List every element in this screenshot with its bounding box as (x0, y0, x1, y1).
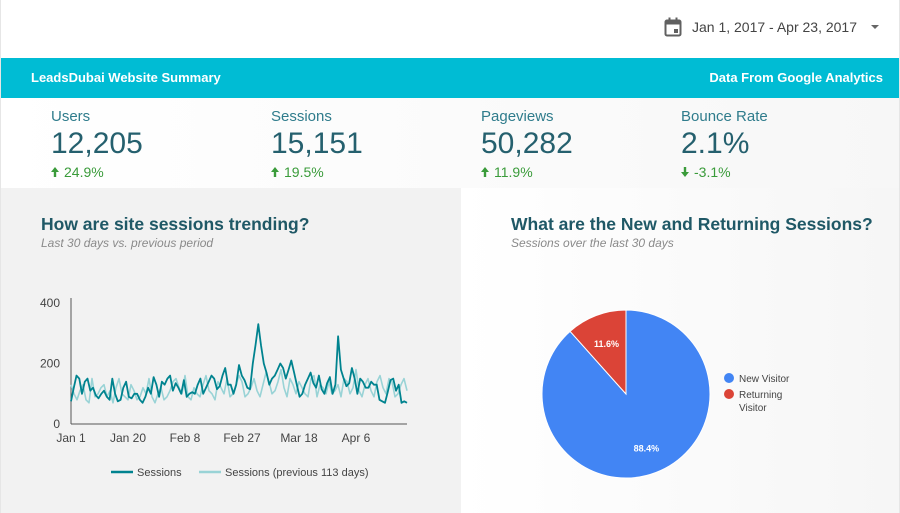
kpi-label: Pageviews (481, 108, 554, 125)
kpi-delta-value: 24.9% (64, 164, 104, 180)
sessions-trend-panel: How are site sessions trending? Last 30 … (1, 188, 461, 513)
legend-swatch (724, 373, 734, 383)
visitor-pie-chart[interactable]: 88.4% 11.6% New Visitor Returning Visitor (461, 188, 899, 513)
sessions-chart-title: How are site sessions trending? (41, 214, 310, 234)
kpi-label: Users (51, 108, 91, 125)
x-tick-label: Apr 6 (342, 431, 371, 445)
kpi-delta-value: 19.5% (284, 164, 324, 180)
pie-slice-label: 11.6% (594, 339, 619, 349)
arrow-up-icon (271, 167, 279, 177)
kpi-strip: Users 12,205 24.9% Sessions 15,151 19.5%… (1, 98, 899, 188)
date-range-label: Jan 1, 2017 - Apr 23, 2017 (691, 19, 857, 35)
data-source-label: Data From Google Analytics (709, 70, 883, 85)
y-tick-label: 200 (40, 357, 60, 371)
header-bar: LeadsDubai Website Summary Data From Goo… (1, 58, 899, 98)
kpi-delta: 19.5% (271, 164, 324, 180)
legend-label: Sessions (previous 113 days) (225, 467, 368, 479)
x-tick-label: Feb 27 (223, 431, 261, 445)
series-line[interactable] (70, 368, 408, 404)
visitors-chart-subtitle: Sessions over the last 30 days (511, 236, 674, 250)
visitors-chart-title: What are the New and Returning Sessions? (511, 214, 873, 234)
arrow-up-icon (481, 167, 489, 177)
legend-label: Sessions (137, 467, 182, 479)
legend-label: Returning Visitor (739, 390, 782, 414)
series-line[interactable] (70, 323, 408, 404)
x-tick-label: Feb 8 (170, 431, 201, 445)
kpi-delta: 11.9% (481, 164, 533, 180)
pie-slice-label: 88.4% (634, 443, 660, 453)
pie-slice[interactable] (569, 309, 627, 396)
x-tick-label: Jan 20 (110, 431, 146, 445)
x-tick-label: Jan 1 (56, 431, 86, 445)
y-tick-label: 0 (53, 417, 60, 431)
arrow-down-icon (681, 167, 689, 177)
kpi-label: Sessions (271, 108, 332, 125)
chevron-down-icon[interactable] (871, 25, 879, 29)
date-range-picker[interactable]: Jan 1, 2017 - Apr 23, 2017 (664, 14, 879, 40)
kpi-delta-value: 11.9% (494, 164, 533, 180)
sessions-chart-subtitle: Last 30 days vs. previous period (41, 236, 214, 250)
sessions-line-chart[interactable]: 0 200 400 Jan 1 Jan 20 Feb 8 Feb 27 Mar 18 Apr 6… (1, 188, 461, 513)
kpi-delta: -3.1% (681, 164, 731, 180)
kpi-value: 15,151 (271, 127, 363, 160)
kpi-value: 12,205 (51, 127, 143, 160)
kpi-value: 2.1% (681, 127, 750, 160)
kpi-delta: 24.9% (51, 164, 104, 180)
y-tick-label: 400 (40, 296, 60, 310)
calendar-icon (664, 17, 682, 37)
kpi-delta-value: -3.1% (694, 164, 731, 180)
arrow-up-icon (51, 167, 59, 177)
kpi-label: Bounce Rate (681, 108, 768, 125)
report-title: LeadsDubai Website Summary (31, 70, 221, 85)
visitor-type-panel: What are the New and Returning Sessions?… (461, 188, 899, 513)
legend-swatch (724, 389, 734, 399)
kpi-value: 50,282 (481, 127, 573, 160)
legend-label: New Visitor (739, 374, 790, 385)
x-tick-label: Mar 18 (280, 431, 318, 445)
